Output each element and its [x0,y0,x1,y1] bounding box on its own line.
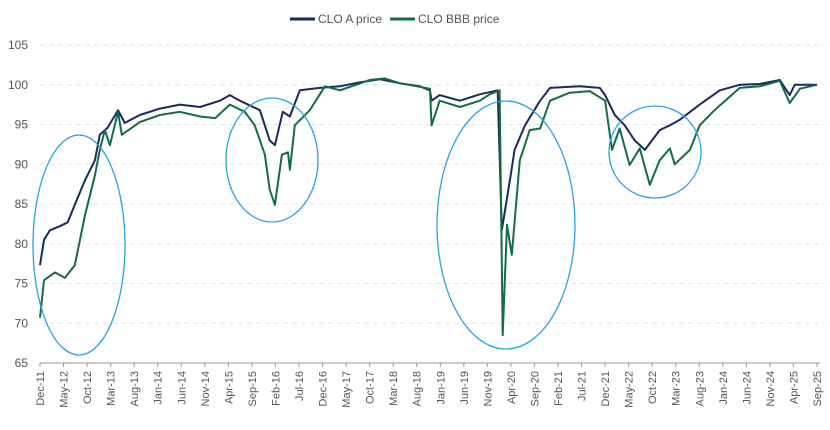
y-tick-label: 65 [15,356,29,370]
series-lines [39,77,818,337]
x-tick-label: Aug-13 [129,371,141,406]
x-tick-label: Dec-11 [35,371,47,406]
x-tick-label: Oct-17 [365,371,377,404]
legend-label-clo-bbb: CLO BBB price [418,12,500,26]
x-tick-label: Mar-13 [106,371,118,406]
x-tick-label: Nov-14 [200,371,212,406]
annotation-circle-2012 [32,134,126,356]
x-tick-label: Oct-22 [647,371,659,404]
x-tick-label: Nov-19 [482,371,494,406]
x-tick-label: Jun-14 [176,371,188,405]
x-tick-label: Aug-23 [694,371,706,406]
gridlines [40,44,825,324]
x-tick-label: Dec-16 [318,371,330,406]
series-line-clo-a [39,78,817,266]
x-tick-label: Dec-21 [600,371,612,406]
x-tick-label: Feb-16 [270,371,282,406]
x-tick-label: Jun-24 [741,371,753,405]
x-tick-label: Jun-19 [459,371,471,405]
y-tick-label: 80 [15,237,29,251]
x-tick-label: Apr-25 [788,371,800,404]
x-tick-label: May-22 [624,371,636,408]
x-tick-label: May-12 [59,371,71,408]
y-tick-label: 85 [15,197,29,211]
x-tick-label: Jul-16 [294,371,306,401]
x-tick-label: Aug-18 [412,371,424,406]
annotation-circle-2022 [608,105,702,199]
y-tick-label: 70 [15,316,29,330]
x-tick-label: Apr-20 [506,371,518,404]
x-tick-label: Jan-24 [718,371,730,405]
x-tick-label: Nov-24 [765,371,777,406]
x-tick-label: Mar-18 [388,371,400,406]
x-tick-label: Mar-23 [671,371,683,406]
x-tick-label: Apr-15 [223,371,235,404]
annotation-circle-2016 [225,97,319,223]
x-tick-label: Jul-21 [577,371,589,401]
x-axis: Dec-11 May-12 Oct-12 Mar-13 Aug-13 Jan-14 Jun-… [35,362,824,408]
legend-label-clo-a: CLO A price [318,12,382,26]
x-tick-label: May-17 [341,371,353,408]
legend: CLO A price CLO BBB price [290,12,500,26]
x-tick-label: Jan-14 [153,371,165,405]
y-tick-label: 90 [15,157,29,171]
y-tick-label: 105 [8,38,28,52]
y-tick-label: 75 [15,277,29,291]
x-tick-label: Oct-12 [82,371,94,404]
y-tick-label: 95 [15,118,29,132]
annotation-circle-2020 [436,100,576,350]
x-tick-label: Jan-19 [435,371,447,405]
series-line-clo-bbb [39,77,818,337]
y-axis: 65 70 75 80 85 90 95 100 105 [8,38,28,370]
x-tick-label: Sep-15 [247,371,259,406]
x-tick-label: Sep-25 [812,371,824,406]
annotations [32,97,702,356]
y-tick-label: 100 [8,78,28,92]
x-tick-label: Sep-20 [529,371,541,406]
x-tick-label: Feb-21 [553,371,565,406]
